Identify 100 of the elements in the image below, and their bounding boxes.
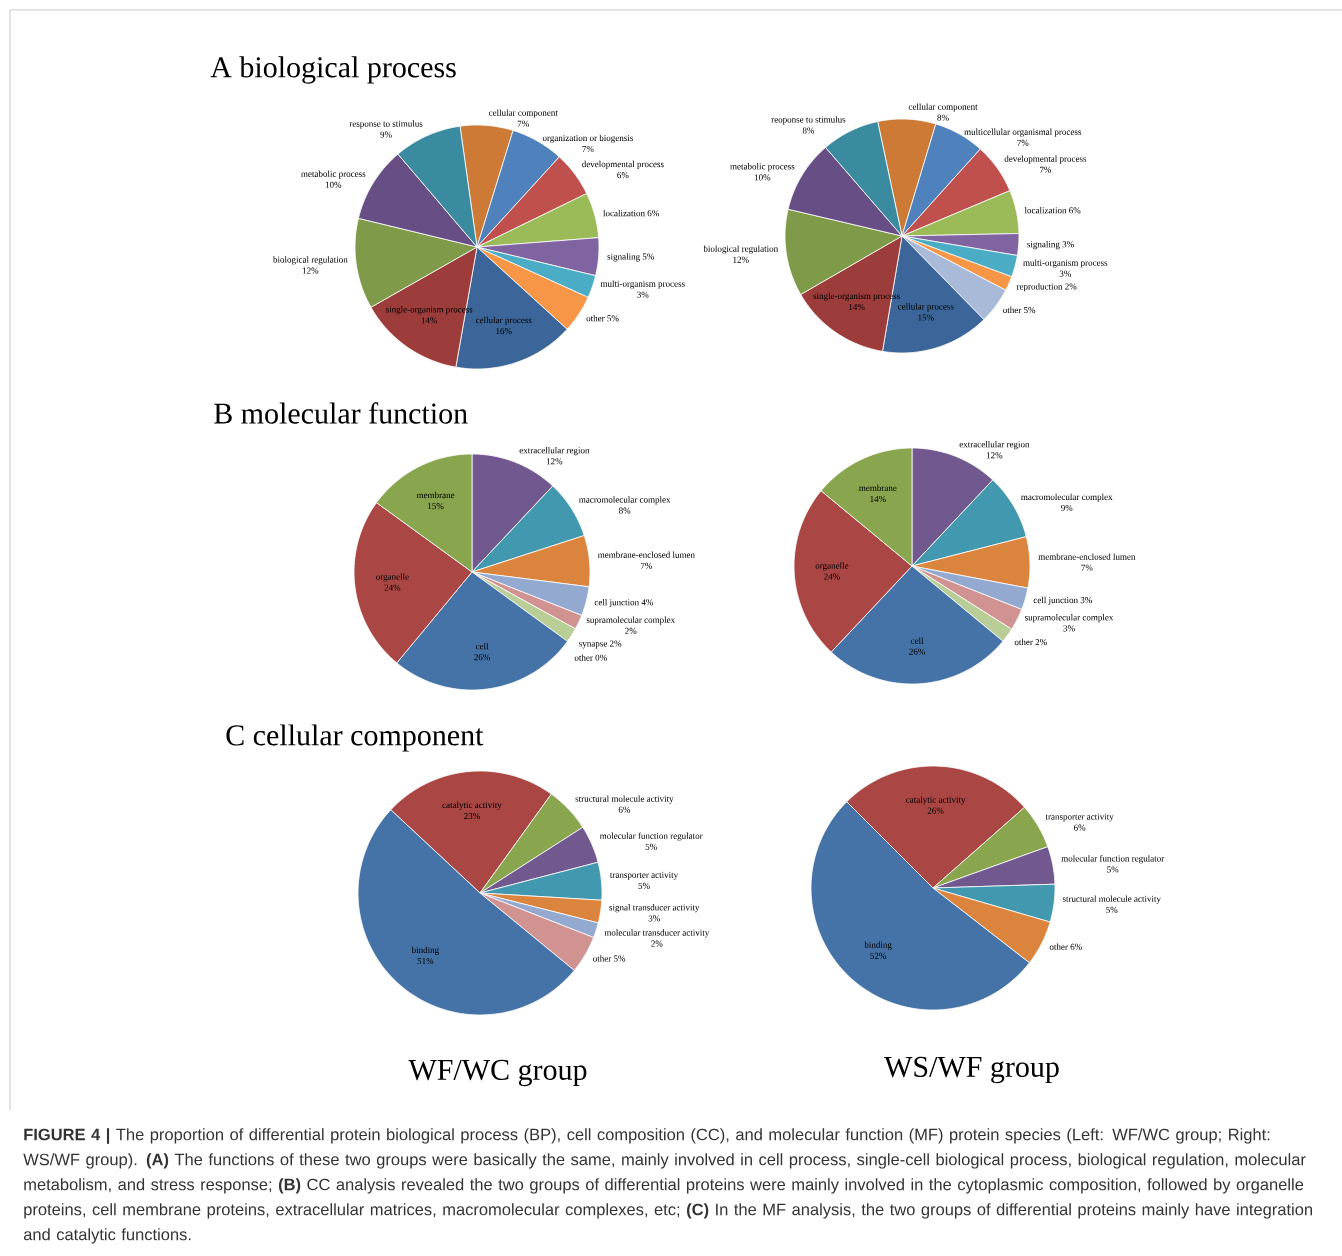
data-label: 3%	[637, 291, 649, 298]
data-label: 7%	[1081, 564, 1093, 571]
data-label: 5%	[642, 253, 655, 260]
slice-label: signal transducer activity	[609, 904, 700, 913]
slice-label: extracellular region	[519, 447, 590, 456]
data-label: 2%	[1065, 283, 1077, 290]
data-label: 15%	[918, 314, 934, 321]
slice-label: signaling	[1027, 240, 1060, 250]
data-label: 5%	[614, 955, 626, 962]
data-label: 5%	[607, 315, 619, 322]
data-label: 2%	[625, 627, 637, 634]
slice-label: cellular process	[475, 316, 532, 326]
slice-label: signaling	[607, 253, 640, 262]
data-label: 7%	[582, 145, 594, 152]
slice-label: multi-organism process	[1023, 259, 1108, 268]
slice-label: molecular function regulator	[599, 832, 703, 841]
slice-label: transporter activity	[610, 871, 679, 880]
slice-label: other	[593, 955, 612, 962]
slice-label: supramolecular complex	[586, 616, 675, 625]
data-label: 8%	[937, 114, 949, 121]
slice-label: biological regulation	[273, 256, 348, 265]
slice-label: cell	[910, 637, 924, 644]
data-label: 6%	[1074, 824, 1086, 831]
slice-label: cellular component	[488, 109, 558, 118]
data-label: 7%	[640, 562, 653, 569]
data-label: 14%	[870, 495, 886, 503]
slice-label: binding	[411, 946, 439, 955]
data-label: 8%	[619, 507, 631, 514]
data-label: 6%	[1070, 943, 1082, 950]
slice-label: binding	[864, 941, 892, 950]
text: WS/WF group	[884, 1056, 1059, 1084]
data-label: 3%	[1080, 597, 1092, 604]
data-label: 9%	[380, 131, 392, 138]
chart-title: C cellular component	[226, 724, 484, 752]
text: 0%	[595, 654, 607, 661]
slice-label: synapse	[579, 642, 607, 649]
data-label: 12%	[986, 452, 1003, 459]
slice-label: molecular transducer activity	[604, 929, 710, 938]
data-label: 5%	[1106, 906, 1118, 913]
slice-label: multicellular organismal process	[964, 128, 1082, 137]
data-label: 14%	[421, 317, 438, 324]
data-label: 9%	[1061, 504, 1073, 512]
slice-label: cellular component	[908, 103, 978, 112]
data-label: 5%	[638, 882, 650, 889]
data-label: 12%	[546, 458, 563, 465]
slice-label: biological regulation	[703, 245, 778, 254]
slice-label: multi-organism process	[600, 280, 685, 289]
slice-label: reoponse to stimulus	[771, 116, 846, 125]
data-label: 5%	[1107, 866, 1119, 873]
data-label: 15%	[428, 503, 444, 510]
data-label: 3%	[1062, 241, 1074, 248]
data-label: 16%	[496, 328, 512, 335]
slice-label: structural molecule activity	[575, 795, 674, 804]
slice-label: localization	[1024, 207, 1067, 214]
slice-label: cell junction	[1033, 596, 1078, 605]
data-label: 26%	[927, 807, 944, 814]
data-label: 24%	[824, 573, 840, 580]
slice-label: other	[586, 315, 605, 322]
data-label: 26%	[909, 648, 925, 655]
slice-label: localization	[603, 209, 645, 217]
data-label: 23%	[464, 813, 480, 820]
slice-label: macromolecular complex	[579, 496, 671, 505]
slice-label: other	[1049, 943, 1068, 950]
data-label: 7%	[1017, 139, 1029, 146]
slice-label: organelle	[815, 562, 849, 571]
data-label: 2%	[609, 640, 622, 647]
slice-label: response to stimulus	[349, 120, 423, 129]
slice-label: catalytic activity	[442, 801, 502, 810]
data-label: 24%	[384, 584, 401, 591]
data-label: 51%	[417, 957, 434, 965]
data-label: 3%	[1059, 270, 1071, 277]
data-label: 10%	[754, 174, 771, 181]
data-label: 10%	[325, 181, 342, 188]
data-label: 6%	[617, 172, 629, 179]
slice-label: extracellular region	[959, 441, 1030, 450]
slice-label: structural molecule activity	[1062, 895, 1161, 904]
slice-label: membrane-enclosed lumen	[597, 551, 695, 558]
slice-label: supramolecular complex	[1025, 614, 1114, 623]
slice-label: organelle	[376, 573, 409, 582]
slice-label: metabolic process	[301, 170, 366, 179]
slice-label: transporter activity	[1045, 813, 1114, 822]
data-label: 3%	[648, 915, 660, 922]
slice-label: other	[1003, 306, 1022, 314]
chart-title: A biological process	[210, 56, 456, 84]
category-label: other	[574, 654, 593, 661]
data-label: 2%	[651, 940, 663, 947]
data-label: 52%	[870, 952, 887, 959]
slice-label: other	[1014, 638, 1033, 646]
slice-label: developmental process	[1004, 155, 1087, 164]
data-label: 6%	[618, 806, 631, 813]
data-label: 4%	[641, 599, 654, 606]
data-label: 8%	[802, 127, 815, 134]
slice-label: cellular process	[898, 303, 954, 312]
data-label: 3%	[1063, 625, 1075, 632]
data-label: 5%	[1024, 307, 1036, 314]
slice-label: developmental process	[582, 160, 664, 170]
data-label: 14%	[849, 303, 865, 311]
slice-label: metabolic process	[730, 163, 795, 172]
text: WF/WC group	[408, 1059, 587, 1087]
data-label: 6%	[647, 210, 659, 217]
